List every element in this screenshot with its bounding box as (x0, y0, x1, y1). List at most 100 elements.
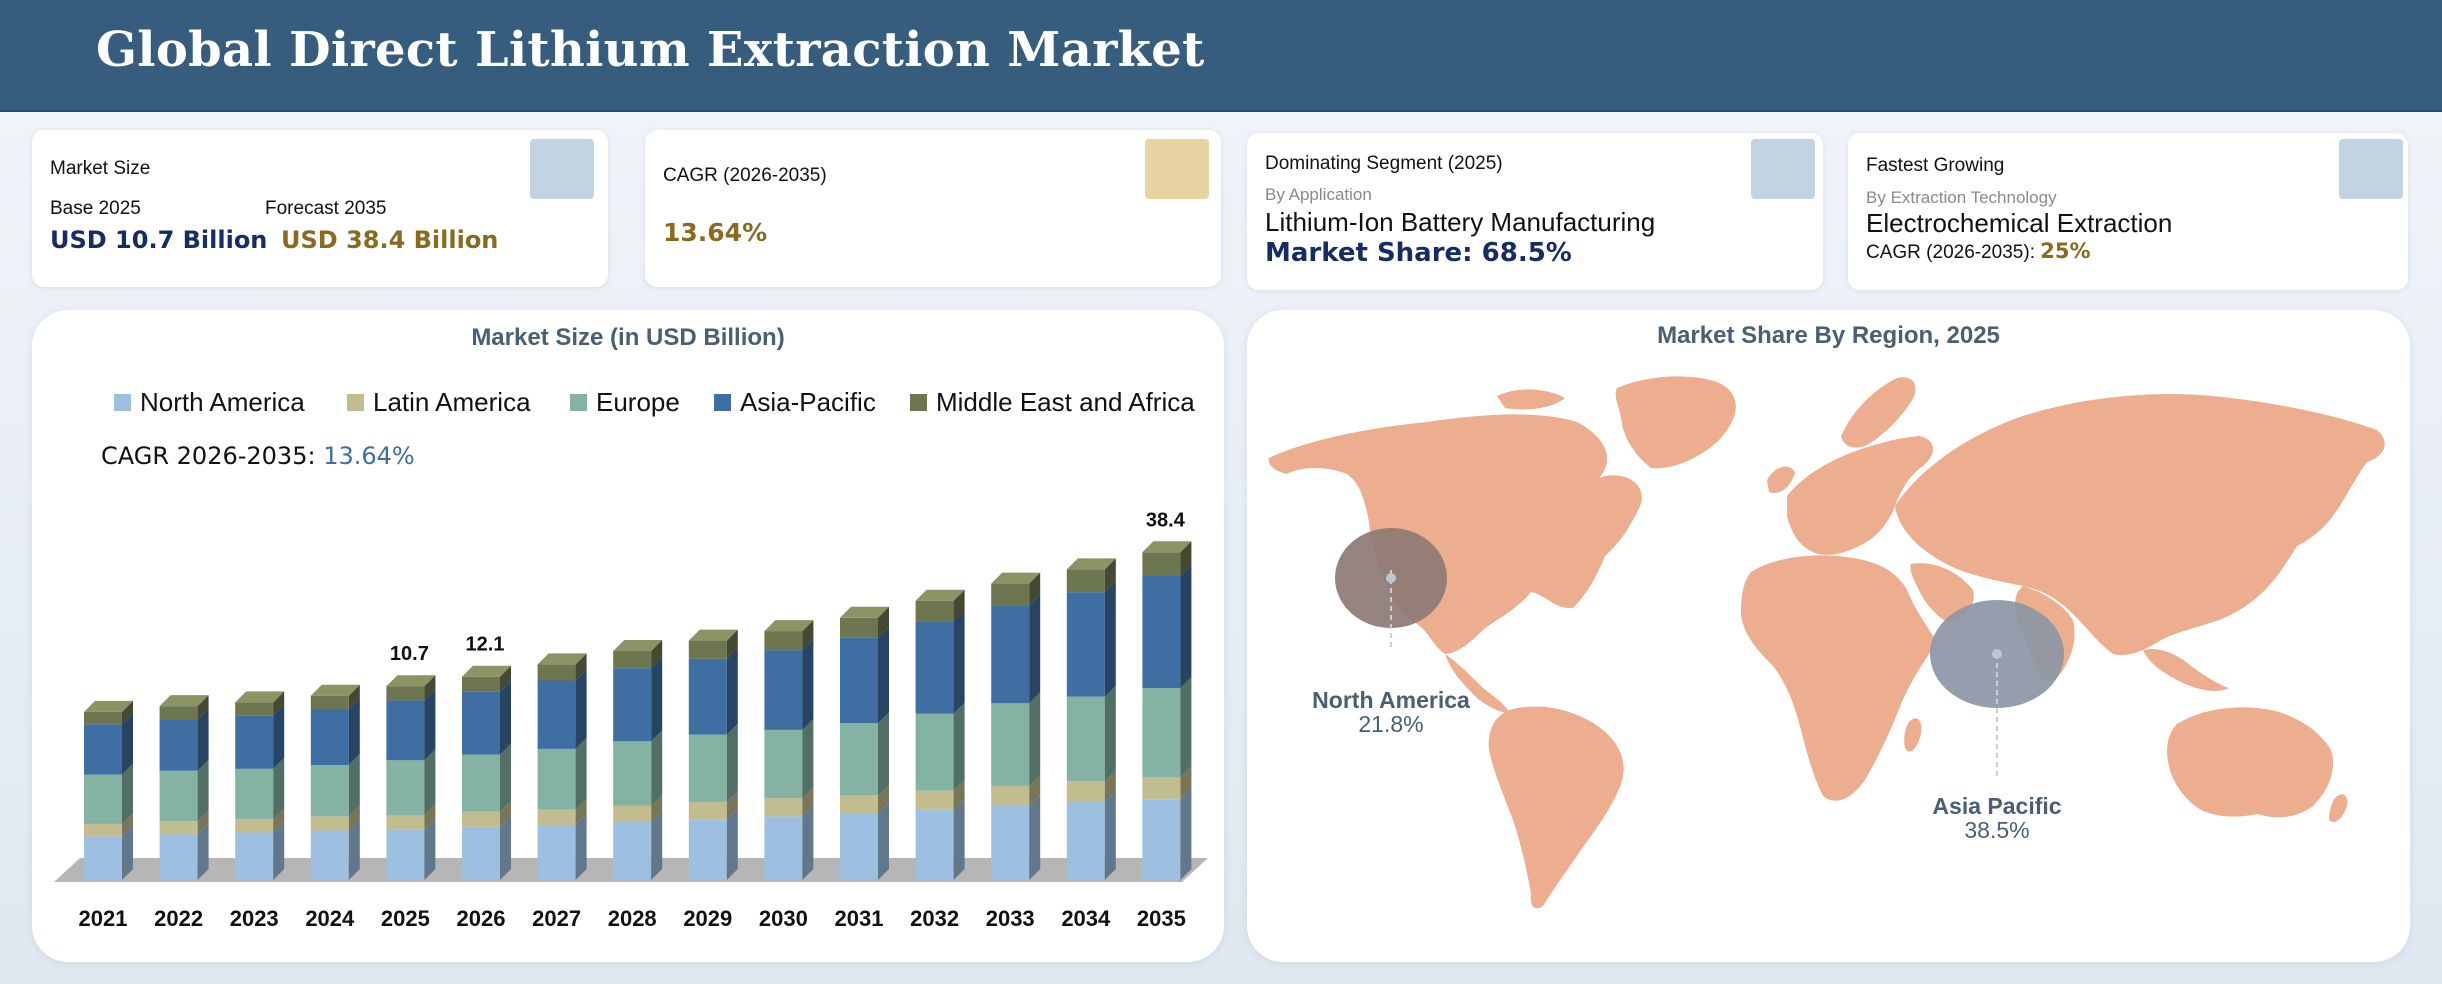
continent-africa (1741, 555, 1937, 801)
bar-segment (310, 765, 349, 817)
bar-segment-side (424, 675, 436, 701)
bar-segment (537, 824, 576, 880)
bar-segment (764, 729, 803, 799)
bar-segment-side (197, 823, 209, 880)
bar-segment-side (348, 698, 360, 766)
continent-north-america (1268, 414, 1642, 654)
british-isles (1767, 466, 1795, 494)
bar-cagr-note: CAGR 2026-2035: 13.64% (101, 442, 415, 470)
bar-segment-side (424, 689, 436, 761)
bar-segment-side (1180, 766, 1192, 800)
bar-segment (386, 815, 425, 830)
bar-segment (915, 600, 954, 622)
madagascar (1904, 718, 1922, 752)
bar-segment (1142, 688, 1181, 778)
bar-segment (915, 713, 954, 791)
bar-segment-side (500, 665, 511, 692)
bar-segment (688, 658, 727, 735)
bar-segment-top (310, 684, 360, 696)
bar-segment (386, 686, 425, 701)
x-tick-label: 2025 (381, 906, 430, 931)
bar-segment-side (953, 798, 965, 880)
bar-segment-side (953, 610, 965, 714)
region-share: 21.8% (1358, 711, 1423, 737)
region-dot (1992, 649, 2002, 659)
legend-swatch (347, 394, 364, 411)
bar-segment (537, 748, 576, 810)
bar-segment-side (1180, 788, 1192, 880)
page-header: Global Direct Lithium Extraction Market (0, 0, 2442, 112)
bar-segment-top (1142, 541, 1192, 553)
bar-segment-side (878, 712, 889, 796)
x-tick-label: 2035 (1137, 906, 1186, 931)
bar-segment-side (273, 691, 285, 716)
bar-segment-side (1029, 572, 1041, 606)
bar-segment (84, 711, 122, 725)
map-title: Market Share By Region, 2025 (1657, 322, 2000, 349)
legend-swatch (910, 394, 927, 411)
bar-segment-side (122, 763, 133, 824)
bar-segment (1066, 696, 1105, 782)
bar-segment-side (273, 757, 285, 820)
region-name: Asia Pacific (1932, 793, 2061, 819)
base-value: USD 10.7 Billion (50, 226, 268, 254)
bar-segment (613, 805, 652, 823)
bar-segment-side (197, 810, 209, 835)
data-label: 12.1 (466, 634, 505, 656)
bar-segment (462, 691, 500, 755)
bar-segment-side (197, 759, 209, 822)
bar-segment (764, 816, 803, 880)
bar-segment-side (575, 669, 587, 749)
bar-segment-side (878, 606, 889, 638)
bar-segment-side (726, 723, 738, 803)
bar-segment-side (726, 791, 738, 820)
bar-segment (688, 819, 727, 880)
bar-segment (1142, 777, 1181, 800)
bar-segment-side (726, 808, 738, 880)
bar-segment (159, 770, 198, 822)
bar-segment (1142, 552, 1181, 576)
bar-segment (840, 617, 878, 638)
legend-label: North America (140, 387, 305, 417)
bar-segment-side (878, 784, 889, 814)
bar-segment (613, 668, 652, 742)
bar-segment (159, 706, 198, 720)
bar-segment-side (802, 620, 814, 651)
bar-segment-side (122, 713, 133, 775)
x-tick-label: 2023 (230, 906, 279, 931)
legend-label: Latin America (373, 387, 531, 417)
bar-segment (235, 768, 274, 820)
bar-segment-top (84, 700, 133, 712)
bar-segment-side (500, 743, 511, 812)
bar-segment-side (1104, 581, 1116, 697)
x-tick-label: 2026 (457, 906, 506, 931)
cagr-value: 13.64% (663, 218, 768, 247)
continent-south-america (1488, 706, 1624, 909)
bar-segment (462, 826, 500, 880)
legend-label: Europe (596, 387, 680, 417)
legend-label: Asia-Pacific (740, 387, 876, 417)
bar-segment (310, 830, 349, 880)
bar-segment-side (953, 702, 965, 791)
bar-segment-side (802, 805, 814, 880)
bar-segment-side (348, 819, 360, 880)
bar-segment-side (1180, 677, 1192, 778)
bar-segment-side (651, 657, 663, 742)
bar-segment-top (235, 691, 285, 703)
bar-segment-top (462, 665, 511, 677)
bar-segment-side (424, 749, 436, 816)
bar-segment-side (575, 653, 587, 681)
bar-segment (613, 651, 652, 669)
bar-segment (537, 664, 576, 681)
new-zealand (2329, 794, 2348, 823)
bar-segment (462, 754, 500, 812)
bar-segment-side (726, 647, 738, 735)
bar-segment-side (802, 639, 814, 730)
bar-segment (1142, 576, 1181, 689)
dominating-segment-name: Lithium-Ion Battery Manufacturing (1265, 207, 1656, 237)
fastest-by: By Extraction Technology (1866, 188, 2057, 207)
bar-segment-side (1104, 791, 1116, 880)
bar-segment-side (802, 718, 814, 799)
bar-segment (991, 785, 1030, 806)
bar-chart-title: Market Size (in USD Billion) (471, 324, 785, 351)
